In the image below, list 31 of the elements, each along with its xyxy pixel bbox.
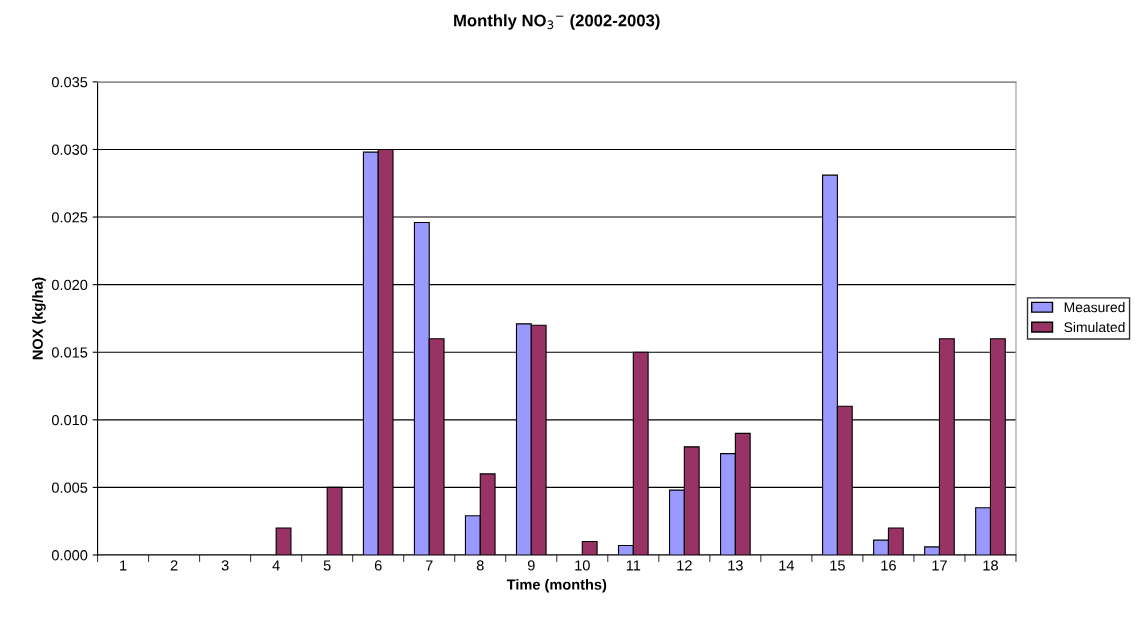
y-axis-title: NOX (kg/ha) (32, 277, 46, 360)
x-tick-label: 4 (272, 560, 280, 571)
y-tick-label: 0.035 (51, 76, 88, 88)
x-tick-label: 10 (575, 560, 590, 571)
y-tick-label: 0.030 (51, 144, 88, 155)
x-axis-title: Time (months) (506, 579, 607, 593)
x-tick-label: 1 (120, 560, 127, 571)
x-tick-label: 9 (527, 560, 535, 571)
x-tick-label: 6 (374, 560, 382, 571)
x-tick-label: 11 (626, 560, 641, 571)
x-tick-label: 16 (881, 560, 896, 571)
x-tick-label: 15 (830, 560, 845, 571)
legend-label: Measured (1064, 302, 1125, 313)
x-tick-label: 3 (221, 560, 229, 571)
x-tick-label: 7 (425, 560, 433, 571)
x-tick-label: 5 (323, 560, 331, 571)
x-tick-label: 2 (170, 560, 178, 571)
x-tick-label: 8 (476, 560, 484, 571)
x-tick-label: 18 (983, 560, 998, 571)
y-tick-label: 0.005 (51, 482, 88, 493)
y-tick-label: 0.025 (51, 212, 88, 223)
y-tick-label: 0.010 (51, 414, 88, 426)
y-tick-label: 0.020 (51, 279, 88, 291)
chart-title: Monthly NO$_{3}$$^{−}$ (2002-2003) (454, 14, 660, 30)
x-tick-label: 17 (932, 560, 947, 571)
legend-label: Simulated (1064, 321, 1125, 333)
x-tick-label: 14 (779, 560, 795, 571)
x-tick-label: 12 (677, 560, 692, 571)
y-tick-label: 0.000 (51, 550, 88, 561)
x-tick-label: 13 (728, 560, 743, 571)
y-tick-label: 0.015 (51, 347, 88, 358)
